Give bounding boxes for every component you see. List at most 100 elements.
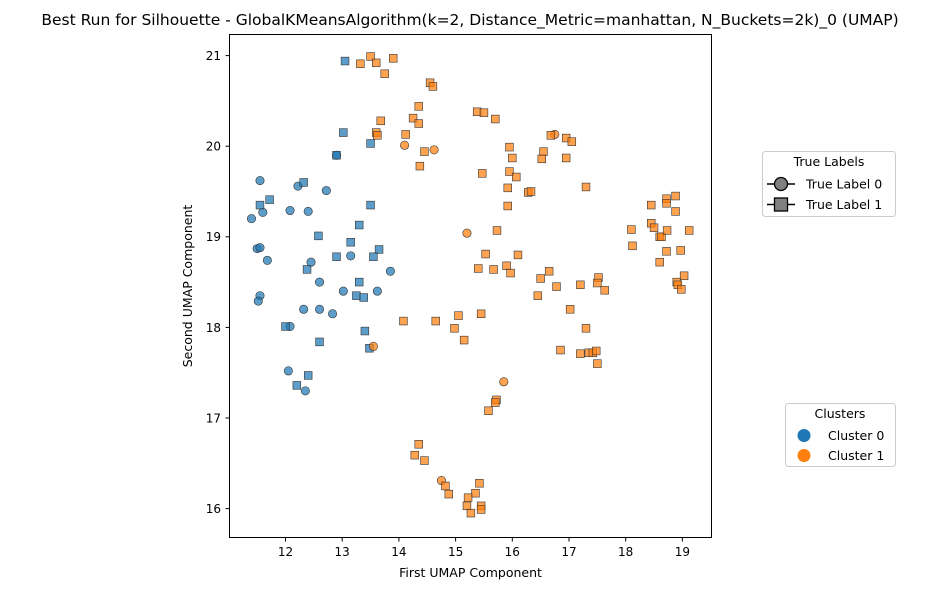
data-point-cluster-1-label-1 [455, 312, 463, 320]
data-point-cluster-1-label-1 [553, 283, 561, 291]
y-tick-label: 16 [206, 502, 221, 516]
data-point-cluster-0-label-0 [256, 176, 264, 184]
data-point-cluster-1-label-1 [627, 226, 635, 234]
data-point-cluster-1-label-1 [493, 227, 501, 235]
data-point-cluster-1-label-1 [537, 275, 545, 283]
legend-entry-true-label-1: True Label 1 [767, 197, 882, 212]
data-point-cluster-1-label-1 [445, 490, 453, 498]
data-point-cluster-1-label-1 [415, 102, 423, 110]
data-point-cluster-0-label-0 [304, 207, 312, 215]
data-point-cluster-1-label-1 [593, 360, 601, 368]
legend-clusters: Clusters Cluster 0 Cluster 1 [786, 404, 896, 467]
x-tick-label: 19 [675, 545, 690, 559]
data-point-cluster-0-label-1 [339, 129, 347, 137]
data-point-cluster-0-label-1 [360, 294, 368, 302]
data-point-cluster-0-label-1 [352, 292, 360, 300]
data-point-cluster-1-label-1 [538, 155, 546, 163]
data-point-cluster-0-label-1 [256, 201, 264, 209]
data-point-cluster-0-label-0 [254, 297, 262, 305]
data-point-cluster-1-label-1 [477, 310, 485, 318]
data-point-cluster-1-label-1 [592, 347, 600, 355]
data-point-cluster-1-label-1 [491, 115, 499, 123]
data-point-cluster-1-label-1 [400, 317, 408, 325]
data-point-cluster-1-label-1 [593, 279, 601, 287]
legend-title: True Labels [793, 154, 865, 169]
cluster-0-swatch [798, 429, 811, 442]
y-tick-label: 17 [206, 411, 221, 425]
y-tick-label: 19 [206, 230, 221, 244]
data-point-cluster-1-label-1 [480, 109, 488, 117]
legend-square-marker [775, 198, 788, 211]
data-point-cluster-1-label-1 [416, 162, 424, 170]
data-point-cluster-1-label-1 [432, 317, 440, 325]
x-tick-label: 16 [505, 545, 520, 559]
data-point-cluster-1-label-1 [656, 258, 664, 266]
data-point-cluster-1-label-1 [485, 407, 493, 415]
data-point-cluster-1-label-0 [500, 378, 508, 386]
data-point-cluster-1-label-1 [677, 285, 685, 293]
legend-label: Cluster 1 [828, 448, 884, 463]
data-point-cluster-0-label-0 [286, 206, 294, 214]
data-point-cluster-1-label-1 [650, 224, 658, 232]
data-point-cluster-1-label-1 [464, 494, 472, 502]
data-point-cluster-1-label-1 [680, 272, 688, 280]
data-point-cluster-1-label-1 [460, 336, 468, 344]
data-point-cluster-1-label-1 [514, 251, 522, 259]
data-point-cluster-1-label-1 [356, 60, 364, 68]
data-point-cluster-1-label-1 [576, 281, 584, 289]
data-point-cluster-1-label-1 [474, 265, 482, 273]
legend-true-labels: True Labels True Label 0 True Label 1 [763, 152, 896, 217]
data-point-cluster-0-label-1 [333, 151, 341, 159]
data-point-cluster-1-label-1 [582, 324, 590, 332]
data-point-cluster-1-label-1 [482, 250, 490, 258]
data-point-cluster-0-label-0 [328, 310, 336, 318]
data-point-cluster-1-label-1 [472, 489, 480, 497]
data-point-cluster-0-label-0 [339, 287, 347, 295]
data-point-cluster-1-label-1 [389, 54, 397, 62]
legend-title: Clusters [815, 406, 866, 421]
x-tick-label: 17 [561, 545, 576, 559]
data-point-cluster-0-label-1 [355, 221, 363, 229]
data-point-cluster-1-label-1 [685, 227, 693, 235]
data-point-cluster-0-label-1 [341, 57, 349, 65]
data-point-cluster-0-label-0 [347, 252, 355, 260]
data-point-cluster-1-label-1 [415, 440, 423, 448]
data-point-cluster-0-label-0 [301, 387, 309, 395]
data-point-cluster-0-label-0 [256, 243, 264, 251]
x-tick-label: 15 [448, 545, 463, 559]
data-point-cluster-1-label-1 [429, 83, 437, 91]
data-point-cluster-1-label-1 [629, 242, 637, 250]
legend-entry-true-label-0: True Label 0 [767, 177, 882, 192]
data-point-cluster-0-label-0 [307, 258, 315, 266]
data-point-cluster-1-label-1 [477, 506, 485, 514]
data-point-cluster-1-label-1 [677, 246, 685, 254]
data-point-cluster-0-label-0 [247, 214, 255, 222]
data-point-cluster-0-label-1 [314, 232, 322, 240]
data-point-cluster-0-label-1 [361, 327, 369, 335]
data-point-cluster-1-label-1 [491, 399, 499, 407]
x-tick-label: 12 [278, 545, 293, 559]
data-point-cluster-1-label-1 [540, 148, 548, 156]
data-point-cluster-1-label-1 [527, 188, 535, 196]
data-point-cluster-0-label-0 [315, 278, 323, 286]
data-point-cluster-0-label-1 [375, 246, 383, 254]
data-point-cluster-1-label-1 [576, 350, 584, 358]
data-point-cluster-1-label-1 [547, 131, 555, 139]
data-point-cluster-1-label-1 [545, 267, 553, 275]
data-point-cluster-0-label-0 [315, 305, 323, 313]
x-tick-label: 13 [335, 545, 350, 559]
data-point-cluster-0-label-0 [259, 208, 267, 216]
legend-label: True Label 0 [805, 177, 882, 192]
data-point-cluster-0-label-1 [333, 253, 341, 261]
data-point-cluster-1-label-1 [421, 457, 429, 465]
chart-title: Best Run for Silhouette - GlobalKMeansAl… [41, 11, 898, 30]
data-point-cluster-0-label-1 [367, 201, 375, 209]
data-point-cluster-0-label-0 [263, 256, 271, 264]
data-point-cluster-1-label-0 [369, 342, 377, 350]
data-point-cluster-1-label-1 [421, 148, 429, 156]
x-axis-label: First UMAP Component [399, 565, 542, 580]
data-point-cluster-0-label-0 [386, 267, 394, 275]
data-point-cluster-0-label-1 [282, 323, 290, 331]
data-point-cluster-1-label-1 [568, 138, 576, 146]
data-point-cluster-0-label-1 [303, 266, 311, 274]
